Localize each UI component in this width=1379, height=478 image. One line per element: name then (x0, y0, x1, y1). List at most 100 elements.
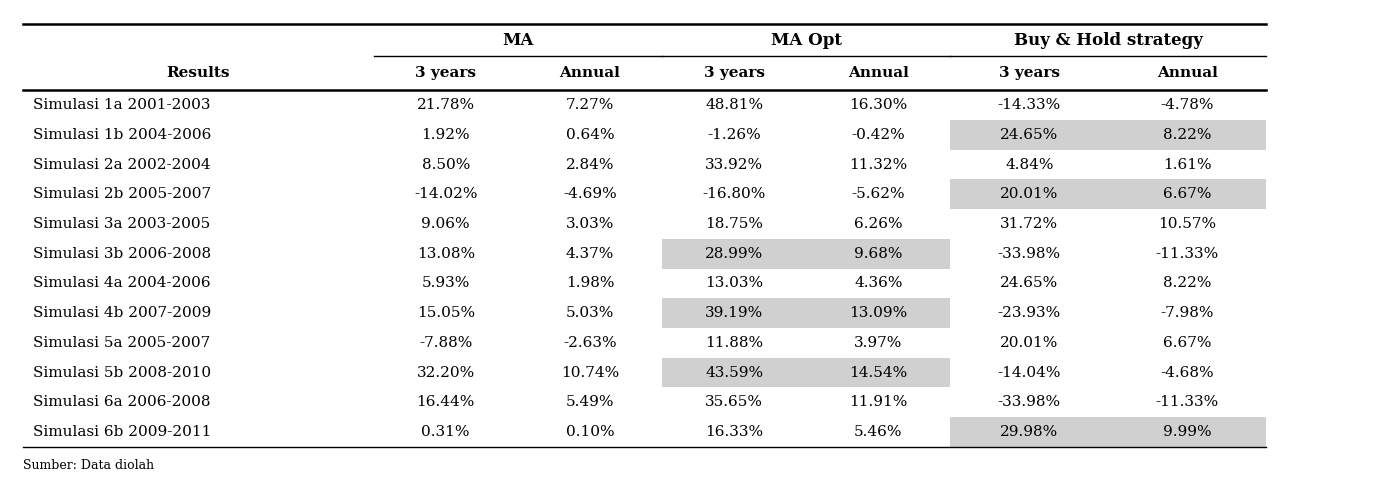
Text: Simulasi 5b 2008-2010: Simulasi 5b 2008-2010 (33, 366, 211, 380)
Text: 13.03%: 13.03% (705, 276, 763, 291)
Text: 0.31%: 0.31% (422, 425, 470, 439)
Text: -4.68%: -4.68% (1161, 366, 1214, 380)
Text: -14.04%: -14.04% (997, 366, 1062, 380)
Text: Simulasi 3b 2006-2008: Simulasi 3b 2006-2008 (33, 247, 211, 261)
Text: 10.74%: 10.74% (561, 366, 619, 380)
Text: 24.65%: 24.65% (1000, 128, 1059, 142)
Text: 4.84%: 4.84% (1005, 158, 1054, 172)
Bar (807, 239, 950, 269)
Text: 48.81%: 48.81% (705, 98, 763, 112)
Text: -14.02%: -14.02% (414, 187, 477, 201)
Text: Annual: Annual (560, 66, 621, 80)
Text: 29.98%: 29.98% (1000, 425, 1059, 439)
Bar (1109, 120, 1266, 150)
Text: 4.36%: 4.36% (854, 276, 903, 291)
Bar (950, 417, 1109, 447)
Text: Simulasi 2b 2005-2007: Simulasi 2b 2005-2007 (33, 187, 211, 201)
Text: 20.01%: 20.01% (1000, 336, 1059, 350)
Text: 6.26%: 6.26% (854, 217, 903, 231)
Bar (807, 358, 950, 388)
Text: 8.50%: 8.50% (422, 158, 470, 172)
Text: MA Opt: MA Opt (771, 33, 841, 50)
Text: 43.59%: 43.59% (705, 366, 763, 380)
Text: 5.03%: 5.03% (565, 306, 614, 320)
Text: 11.32%: 11.32% (849, 158, 907, 172)
Text: 6.67%: 6.67% (1162, 187, 1212, 201)
Text: 5.93%: 5.93% (422, 276, 470, 291)
Text: 3 years: 3 years (998, 66, 1060, 80)
Text: 32.20%: 32.20% (416, 366, 474, 380)
Text: 1.98%: 1.98% (565, 276, 614, 291)
Text: 11.88%: 11.88% (705, 336, 763, 350)
Text: 31.72%: 31.72% (1000, 217, 1059, 231)
Text: 20.01%: 20.01% (1000, 187, 1059, 201)
Text: 13.08%: 13.08% (416, 247, 474, 261)
Text: -2.63%: -2.63% (563, 336, 616, 350)
Text: 9.99%: 9.99% (1162, 425, 1212, 439)
Text: 5.46%: 5.46% (854, 425, 903, 439)
Text: 10.57%: 10.57% (1158, 217, 1216, 231)
Text: MA: MA (502, 33, 534, 50)
Text: Results: Results (167, 66, 230, 80)
Text: 15.05%: 15.05% (416, 306, 474, 320)
Text: Sumber: Data diolah: Sumber: Data diolah (23, 459, 154, 472)
Text: 13.09%: 13.09% (849, 306, 907, 320)
Text: -11.33%: -11.33% (1156, 247, 1219, 261)
Text: 16.33%: 16.33% (705, 425, 763, 439)
Text: 14.54%: 14.54% (849, 366, 907, 380)
Text: 16.30%: 16.30% (849, 98, 907, 112)
Text: -5.62%: -5.62% (852, 187, 905, 201)
Text: 4.37%: 4.37% (565, 247, 614, 261)
Bar (662, 239, 807, 269)
Text: -33.98%: -33.98% (998, 247, 1060, 261)
Text: 0.10%: 0.10% (565, 425, 614, 439)
Bar (1109, 417, 1266, 447)
Text: Annual: Annual (1157, 66, 1218, 80)
Text: 3 years: 3 years (703, 66, 764, 80)
Text: Simulasi 6b 2009-2011: Simulasi 6b 2009-2011 (33, 425, 211, 439)
Text: -16.80%: -16.80% (702, 187, 765, 201)
Text: -33.98%: -33.98% (998, 395, 1060, 409)
Text: 33.92%: 33.92% (705, 158, 763, 172)
Text: 3.03%: 3.03% (565, 217, 614, 231)
Text: 5.49%: 5.49% (565, 395, 614, 409)
Text: 3 years: 3 years (415, 66, 476, 80)
Text: 3.97%: 3.97% (854, 336, 902, 350)
Text: -4.69%: -4.69% (563, 187, 616, 201)
Text: Simulasi 4b 2007-2009: Simulasi 4b 2007-2009 (33, 306, 211, 320)
Text: 7.27%: 7.27% (565, 98, 614, 112)
Text: Annual: Annual (848, 66, 909, 80)
Text: 8.22%: 8.22% (1162, 128, 1212, 142)
Text: Buy & Hold strategy: Buy & Hold strategy (1014, 33, 1202, 50)
Text: 0.64%: 0.64% (565, 128, 614, 142)
Bar (662, 358, 807, 388)
Text: 1.92%: 1.92% (422, 128, 470, 142)
Text: -4.78%: -4.78% (1161, 98, 1214, 112)
Text: 1.61%: 1.61% (1162, 158, 1212, 172)
Bar (1109, 179, 1266, 209)
Text: -1.26%: -1.26% (707, 128, 761, 142)
Text: 9.68%: 9.68% (854, 247, 903, 261)
Text: Simulasi 1a 2001-2003: Simulasi 1a 2001-2003 (33, 98, 211, 112)
Text: -11.33%: -11.33% (1156, 395, 1219, 409)
Text: Simulasi 5a 2005-2007: Simulasi 5a 2005-2007 (33, 336, 210, 350)
Bar (662, 298, 807, 328)
Text: -14.33%: -14.33% (998, 98, 1060, 112)
Text: Simulasi 1b 2004-2006: Simulasi 1b 2004-2006 (33, 128, 211, 142)
Bar (950, 179, 1109, 209)
Text: 39.19%: 39.19% (705, 306, 763, 320)
Text: -7.88%: -7.88% (419, 336, 473, 350)
Text: 28.99%: 28.99% (705, 247, 763, 261)
Text: 21.78%: 21.78% (416, 98, 474, 112)
Text: Simulasi 3a 2003-2005: Simulasi 3a 2003-2005 (33, 217, 210, 231)
Text: Simulasi 6a 2006-2008: Simulasi 6a 2006-2008 (33, 395, 211, 409)
Bar (950, 120, 1109, 150)
Text: 16.44%: 16.44% (416, 395, 474, 409)
Text: 9.06%: 9.06% (422, 217, 470, 231)
Text: 11.91%: 11.91% (849, 395, 907, 409)
Bar (807, 298, 950, 328)
Text: 35.65%: 35.65% (705, 395, 763, 409)
Text: 8.22%: 8.22% (1162, 276, 1212, 291)
Text: 24.65%: 24.65% (1000, 276, 1059, 291)
Text: -0.42%: -0.42% (851, 128, 905, 142)
